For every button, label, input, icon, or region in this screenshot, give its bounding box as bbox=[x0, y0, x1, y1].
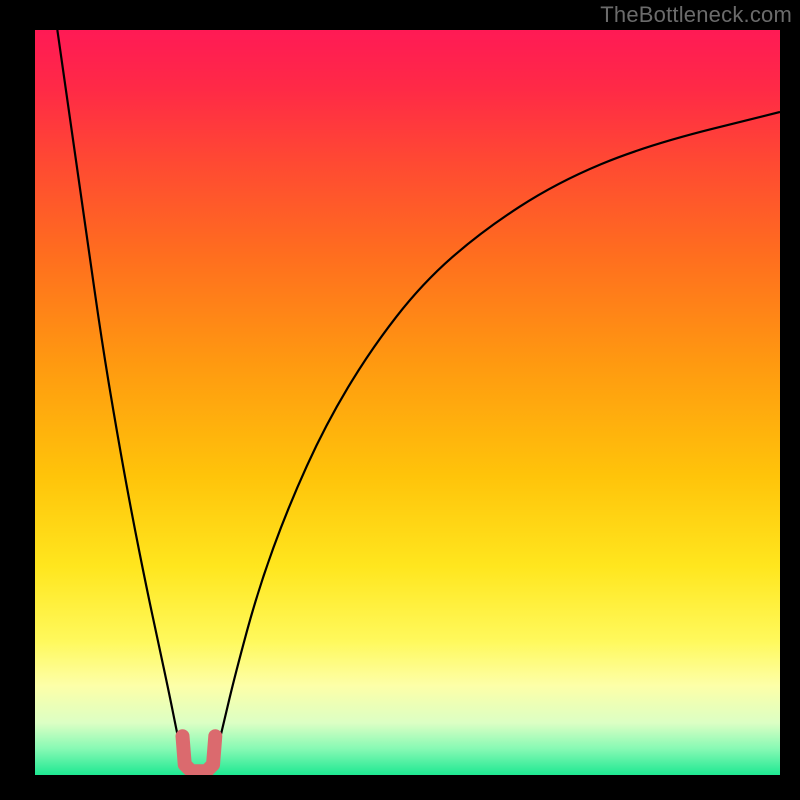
chart-container: TheBottleneck.com bbox=[0, 0, 800, 800]
bottleneck-curve-svg bbox=[35, 30, 780, 775]
watermark-text: TheBottleneck.com bbox=[600, 2, 792, 28]
plot-area bbox=[35, 30, 780, 775]
